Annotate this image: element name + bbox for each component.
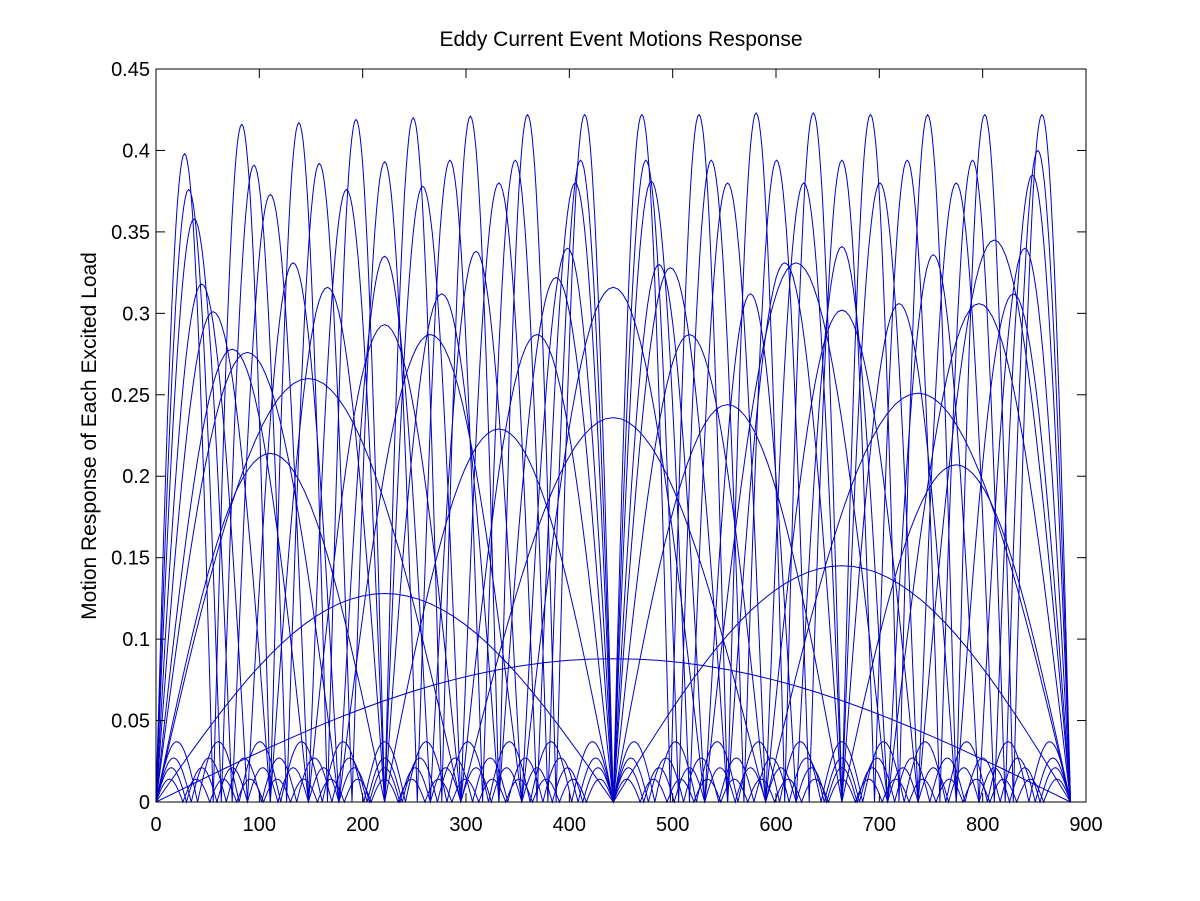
x-tick-label: 400 xyxy=(553,814,586,836)
chart-title: Eddy Current Event Motions Response xyxy=(439,28,802,51)
axes-frame xyxy=(155,68,1087,803)
series-line xyxy=(155,377,1071,803)
y-tick-label: 0.35 xyxy=(111,222,150,244)
x-tick-label: 900 xyxy=(1069,814,1102,836)
y-axis-ticks: 0 0.05 0.1 0.15 0.2 0.25 0.3 0.35 0.4 0.45 xyxy=(111,59,1086,814)
x-tick-label: 500 xyxy=(656,814,689,836)
y-tick-label: 0.25 xyxy=(111,385,150,407)
x-tick-label: 200 xyxy=(346,814,379,836)
x-tick-label: 0 xyxy=(150,814,161,836)
series-line xyxy=(155,262,1071,803)
y-tick-label: 0 xyxy=(139,792,150,814)
series-line xyxy=(155,658,1071,803)
x-tick-label: 600 xyxy=(759,814,792,836)
y-tick-label: 0.15 xyxy=(111,548,150,570)
y-tick-label: 0.45 xyxy=(111,59,150,81)
y-tick-label: 0.2 xyxy=(122,466,150,488)
y-tick-label: 0.4 xyxy=(122,140,150,162)
y-axis-label: Motion Response of Each Excited Load xyxy=(78,252,101,620)
y-tick-label: 0.05 xyxy=(111,711,150,733)
x-axis-ticks: 0 100 200 300 400 500 600 700 800 900 xyxy=(150,69,1103,836)
x-tick-label: 800 xyxy=(966,814,999,836)
y-tick-label: 0.3 xyxy=(122,303,150,325)
x-tick-label: 100 xyxy=(243,814,276,836)
x-tick-label: 700 xyxy=(863,814,896,836)
x-tick-label: 300 xyxy=(449,814,482,836)
y-tick-label: 0.1 xyxy=(122,629,150,651)
